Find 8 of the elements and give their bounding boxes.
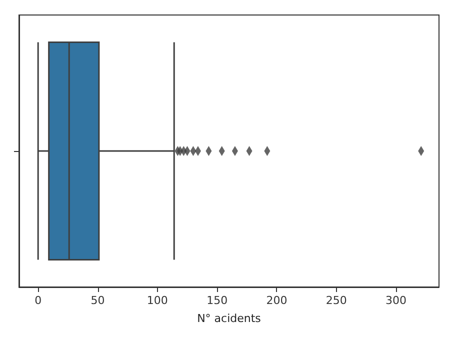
x-tick-label: 50 bbox=[90, 294, 105, 307]
x-tick-label: 0 bbox=[34, 294, 42, 307]
x-tick-label: 250 bbox=[326, 294, 347, 307]
x-tick-label: 200 bbox=[266, 294, 288, 307]
x-tick-label: 100 bbox=[146, 294, 168, 307]
x-tick-label: 150 bbox=[206, 294, 228, 307]
x-axis-title: N° acidents bbox=[197, 312, 262, 325]
x-tick-label: 300 bbox=[386, 294, 407, 307]
